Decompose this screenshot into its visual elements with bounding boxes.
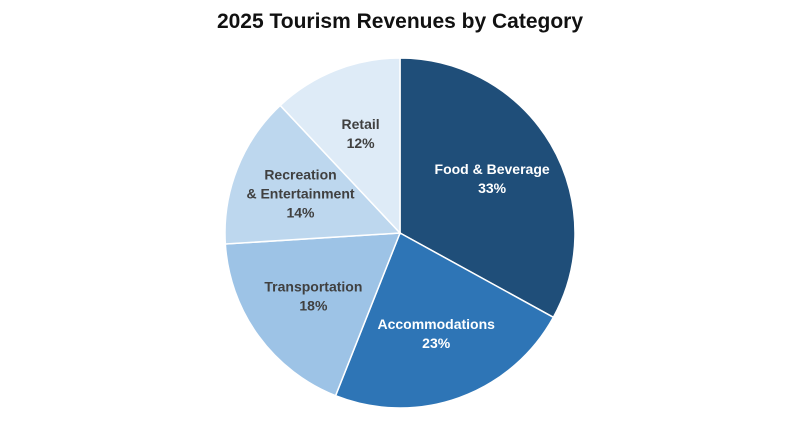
pie-slice-retail (279, 57, 401, 235)
slice-value-accommodations: 23% (422, 335, 451, 351)
slice-category-food-and-beverage: Food & Beverage (435, 161, 550, 177)
slice-category-recreation-and-entertainment: Recreation (264, 167, 336, 183)
pie-labels: Food & Beverage 33% Accommodations 23% Trans… (246, 116, 549, 351)
slice-value-retail: 12% (347, 135, 376, 151)
slice-category-retail: Retail (342, 116, 380, 132)
slice-label-recreation-and-entertainment: Recreation & Entertainment 14% (246, 167, 354, 221)
pie-slice-recreation-and-entertainment (224, 104, 402, 245)
slice-category-accommodations: Accommodations (377, 316, 495, 332)
slice-label-accommodations: Accommodations 23% (377, 316, 495, 351)
chart-title: 2025 Tourism Revenues by Category (216, 10, 584, 33)
slice-value-transportation: 18% (299, 297, 328, 313)
slice-label-food-and-beverage: Food & Beverage 33% (435, 161, 550, 196)
slice-value-food-and-beverage: 33% (478, 180, 507, 196)
slice-category-transportation: Transportation (264, 278, 362, 294)
slice-label-retail: Retail 12% (342, 116, 380, 151)
slice-value-recreation-and-entertainment: 14% (286, 205, 315, 221)
slice-label-transportation: Transportation 18% (264, 278, 362, 313)
pie-slice-food-and-beverage (399, 57, 576, 319)
pie-slices (224, 57, 576, 409)
pie-slice-transportation (224, 232, 402, 397)
pie-slice-accommodations (334, 231, 555, 409)
slice-category-recreation-and-entertainment: & Entertainment (246, 186, 354, 202)
